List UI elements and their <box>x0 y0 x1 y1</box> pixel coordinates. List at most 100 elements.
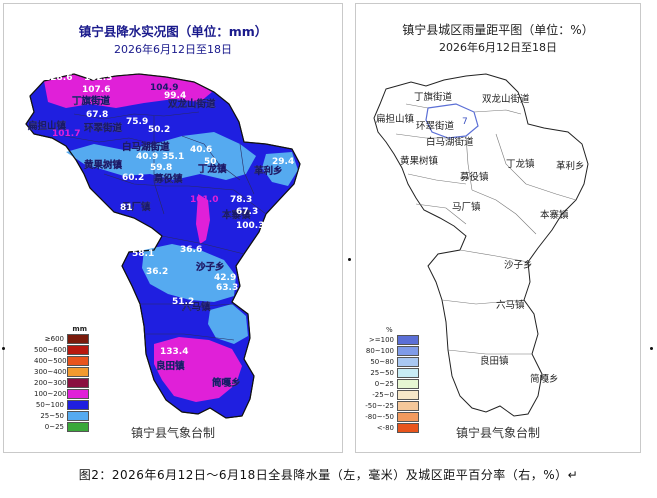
place-label: 六马镇 <box>496 299 525 311</box>
place-label: 环翠街道 <box>416 120 455 132</box>
place-label: 双龙山街道 <box>482 93 530 105</box>
township-boundaries <box>395 103 577 355</box>
legend-swatch <box>397 389 419 400</box>
county-outline <box>373 73 589 417</box>
station-value: 78.3 <box>230 195 252 205</box>
anomaly-legend: % >=100 80~100 50~80 25~50 0~25 -25~0 -50~-25 -… <box>364 326 419 433</box>
anomaly-value: 7 <box>462 117 468 127</box>
station-value: 60.2 <box>122 173 144 183</box>
legend-item: 50~80 <box>364 356 419 367</box>
legend-unit: mm <box>72 325 87 333</box>
station-value: 67.8 <box>86 110 108 120</box>
place-label: 白马湖街道 <box>122 141 170 153</box>
station-value: 36.6 <box>180 245 202 255</box>
township-boundaries <box>63 111 267 341</box>
legend-label: 0~25 <box>44 422 64 431</box>
place-label: 简嘎乡 <box>212 377 241 389</box>
precipitation-map-date: 2026年6月12日至18日 <box>114 43 232 56</box>
legend-label: ≥600 <box>44 334 64 343</box>
legend-item: -50~-25 <box>364 400 419 411</box>
legend-label: 400~500 <box>34 356 67 365</box>
legend-item: 200~300 <box>34 377 89 388</box>
station-value: 107.6 <box>82 85 110 95</box>
place-label: 六马镇 <box>182 301 211 313</box>
legend-swatch <box>67 355 89 366</box>
legend-item: -80~-50 <box>364 411 419 422</box>
station-value: 50 <box>204 157 217 167</box>
edge-marker <box>348 258 351 261</box>
legend-label: 100~200 <box>34 389 67 398</box>
anomaly-map-title: 镇宁县城区雨量距平图（单位：%） <box>402 23 594 37</box>
place-label: 丁旗街道 <box>414 91 453 103</box>
legend-item: 400~500 <box>34 355 89 366</box>
place-label: 良田镇 <box>480 355 509 367</box>
legend-item: >=100 <box>364 334 419 345</box>
edge-marker <box>650 347 653 350</box>
place-label: 马厂镇 <box>452 201 481 213</box>
legend-swatch <box>67 410 89 421</box>
legend-swatch <box>397 422 419 433</box>
legend-label: 25~50 <box>370 368 394 377</box>
legend-swatch <box>67 333 89 344</box>
station-value: 40.9 <box>136 152 158 162</box>
place-label: 黄果树镇 <box>400 155 439 167</box>
legend-swatch <box>67 421 89 432</box>
legend-item: <-80 <box>364 422 419 433</box>
legend-item: ≥600 <box>34 333 89 344</box>
place-label: 本寨镇 <box>540 209 569 221</box>
legend-label: <-80 <box>376 423 394 432</box>
place-label: 募役镇 <box>460 171 489 183</box>
zone-25-50-a <box>66 132 256 180</box>
station-value: 29.4 <box>272 157 294 167</box>
legend-swatch <box>397 378 419 389</box>
legend-label: 25~50 <box>40 411 64 420</box>
station-value: 67.3 <box>236 207 258 217</box>
legend-item: 0~25 <box>34 421 89 432</box>
place-label: 丁旗街道 <box>72 95 111 107</box>
place-label: 简嘎乡 <box>530 373 559 385</box>
station-value: 36.2 <box>146 267 168 277</box>
figure-caption: 图2：2026年6月12日～6月18日全县降水量（左，毫米）及城区距平百分率（右… <box>78 468 579 482</box>
legend-item: 25~50 <box>34 410 89 421</box>
legend-swatch <box>397 411 419 422</box>
legend-item: 0~25 <box>364 378 419 389</box>
legend-swatch <box>397 400 419 411</box>
legend-swatch <box>67 377 89 388</box>
anomaly-map-svg: 丁旗街道 双龙山街道 扁担山镇 环翠街道 白马湖街道 黄果树镇 丁龙镇 革利乡 … <box>373 73 589 417</box>
place-label: 沙子乡 <box>196 262 225 273</box>
legend-swatch <box>67 388 89 399</box>
legend-label: 500~600 <box>34 345 67 354</box>
legend-swatch <box>67 344 89 355</box>
legend-unit: % <box>386 326 393 334</box>
place-label: 革利乡 <box>254 165 283 177</box>
legend-item: 300~400 <box>34 366 89 377</box>
legend-item: 80~100 <box>364 345 419 356</box>
legend-item: 500~600 <box>34 344 89 355</box>
station-value: 58.1 <box>132 249 154 259</box>
zone-100-200-south <box>154 337 242 402</box>
legend-swatch <box>397 356 419 367</box>
place-label: 募役镇 <box>153 173 183 185</box>
station-value: 99.4 <box>164 91 186 101</box>
precipitation-legend: mm ≥600 500~600 400~500 300~400 200~300 100~2… <box>34 325 89 432</box>
legend-label: 50~100 <box>35 400 64 409</box>
zone-100-200-north <box>44 74 212 108</box>
station-value: 59.8 <box>150 163 172 173</box>
edge-marker <box>2 347 5 350</box>
anomaly-map-panel: 镇宁县城区雨量距平图（单位：%） 2026年6月12日至18日 丁旗街道 双龙山… <box>355 3 641 453</box>
zone-25-50-d <box>208 304 248 344</box>
place-label: 白马湖街道 <box>426 136 474 148</box>
station-value: 40.6 <box>190 145 212 155</box>
zone-100-200-center <box>196 194 210 244</box>
legend-item: 25~50 <box>364 367 419 378</box>
legend-swatch <box>397 345 419 356</box>
legend-label: 300~400 <box>34 367 67 376</box>
precipitation-map-credit: 镇宁县气象台制 <box>130 426 215 440</box>
place-label: 革利乡 <box>556 160 585 172</box>
place-label: 丁龙镇 <box>198 163 227 175</box>
station-value: 101.0 <box>190 195 218 205</box>
legend-label: 50~80 <box>370 357 394 366</box>
place-label: 扁担山镇 <box>376 113 415 125</box>
station-value: 101.7 <box>52 129 80 139</box>
legend-swatch <box>67 399 89 410</box>
